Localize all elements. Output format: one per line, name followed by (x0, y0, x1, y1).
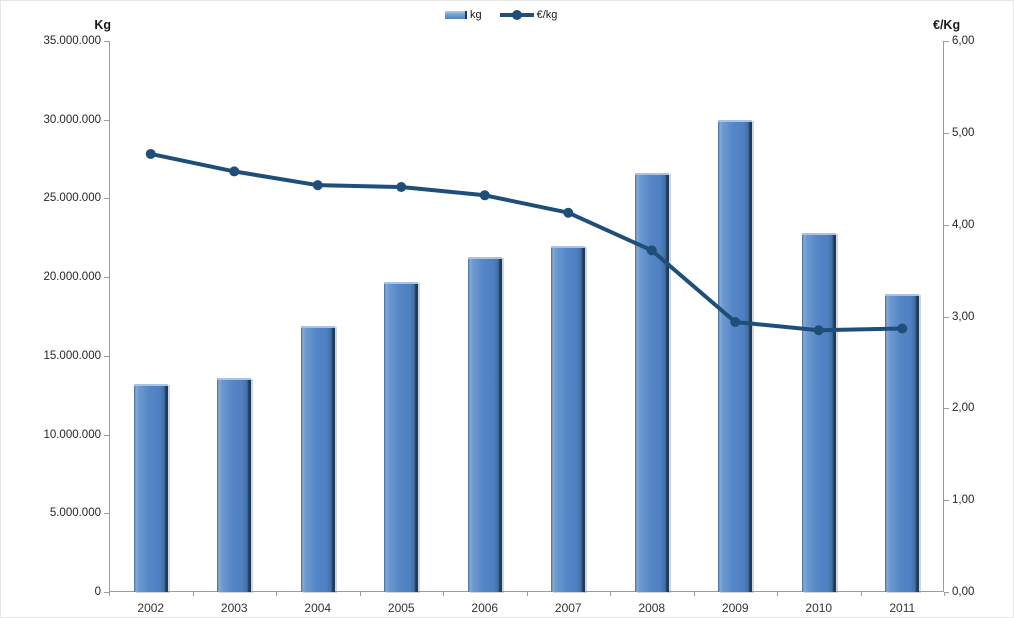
legend-item-eur-per-kg: €/kg (499, 9, 558, 21)
bar-swatch-icon (445, 11, 467, 19)
plot-area (109, 41, 944, 592)
right-axis-title: €/Kg (933, 18, 961, 32)
x-axis-tick (944, 592, 945, 596)
y-axis-left-tick-label: 5.000.000 (49, 507, 101, 520)
line-point-2011 (897, 323, 908, 334)
y-axis-right-tick (944, 132, 949, 134)
bar-2002 (133, 384, 168, 592)
legend-item-kg: kg (445, 9, 482, 21)
line-swatch-icon (499, 10, 534, 20)
y-axis-right-tick-label: 6,00 (952, 35, 975, 47)
x-axis-tick (109, 592, 110, 596)
x-axis-category-label: 2011 (889, 601, 916, 615)
bar-2005 (384, 281, 419, 592)
x-axis-tick (777, 592, 778, 596)
y-axis-left-tick (104, 355, 109, 357)
line-point-2009 (730, 317, 741, 328)
y-axis-right-tick-label: 4,00 (952, 218, 975, 231)
y-axis-right-tick-label: 2,00 (952, 402, 975, 415)
y-axis-left-tick (104, 277, 109, 279)
x-axis-tick (192, 592, 194, 596)
x-axis-category-label: 2003 (220, 601, 248, 615)
bar-2008 (634, 173, 669, 592)
x-axis-tick (860, 592, 862, 596)
line-point-2007 (563, 207, 574, 218)
legend: kg €/kg (445, 9, 557, 21)
y-axis-left-tick (104, 41, 109, 42)
x-axis-tick (276, 592, 277, 596)
y-axis-left-tick-label: 15.000.000 (43, 349, 101, 362)
x-axis-tick (359, 592, 361, 596)
y-axis-left-tick (104, 513, 109, 515)
x-axis-category-label: 2004 (304, 601, 332, 615)
bar-2009 (718, 119, 753, 592)
y-axis-right-tick (944, 592, 949, 593)
legend-label-kg: kg (470, 9, 482, 21)
line-point-2010 (813, 325, 824, 336)
x-axis-category-label: 2007 (554, 601, 582, 615)
x-axis-category-label: 2008 (638, 601, 666, 615)
y-axis-right-tick (944, 41, 949, 42)
y-axis-right-tick-label: 5,00 (952, 126, 975, 139)
y-axis-left-tick (104, 198, 109, 200)
line-point-2008 (646, 245, 657, 256)
line-path (150, 151, 903, 333)
y-axis-right-tick (944, 224, 949, 226)
x-axis-tick (693, 592, 695, 596)
y-axis-left-tick-label: 0 (94, 586, 101, 598)
line-point-2003 (229, 166, 240, 177)
y-axis-left-tick-label: 35.000.000 (43, 35, 101, 47)
y-axis-right-tick-label: 3,00 (952, 310, 975, 323)
line-point-2006 (479, 190, 490, 201)
y-axis-left-tick-label: 25.000.000 (43, 192, 101, 205)
y-axis-right-tick (944, 408, 949, 410)
y-axis-right-tick (944, 316, 949, 318)
bar-2003 (217, 377, 252, 592)
line-point-2004 (312, 180, 323, 191)
x-axis-category-label: 2010 (805, 601, 833, 615)
x-axis-category-label: 2006 (471, 601, 499, 615)
legend-label-eur-per-kg: €/kg (536, 9, 558, 21)
x-axis-category-label: 2005 (387, 601, 415, 615)
y-axis-left-tick-label: 30.000.000 (43, 113, 101, 126)
y-axis-left-tick (104, 119, 109, 121)
bar-2010 (801, 233, 836, 592)
x-axis-tick (526, 592, 528, 596)
price-line-series (145, 148, 908, 336)
y-axis-right-tick-label: 1,00 (952, 494, 975, 507)
x-axis-tick (610, 592, 611, 596)
line-marker-icon (511, 10, 522, 20)
bar-2011 (885, 294, 920, 592)
y-axis-left-tick (104, 434, 109, 436)
x-axis-category-label: 2002 (137, 601, 165, 615)
y-axis-right-tick-label: 0,00 (952, 586, 975, 598)
line-point-2002 (145, 148, 156, 159)
left-axis-title: Kg (94, 18, 111, 32)
line-point-2005 (396, 182, 407, 193)
y-axis-left-tick-label: 20.000.000 (43, 271, 101, 284)
bar-2004 (300, 325, 335, 592)
bar-2006 (467, 256, 502, 592)
x-axis-tick (443, 592, 444, 596)
x-axis-category-label: 2009 (721, 601, 749, 615)
y-axis-right-tick (944, 500, 949, 502)
y-axis-left-tick (104, 592, 109, 593)
bar-2007 (551, 245, 586, 592)
y-axis-left-tick-label: 10.000.000 (43, 428, 101, 441)
